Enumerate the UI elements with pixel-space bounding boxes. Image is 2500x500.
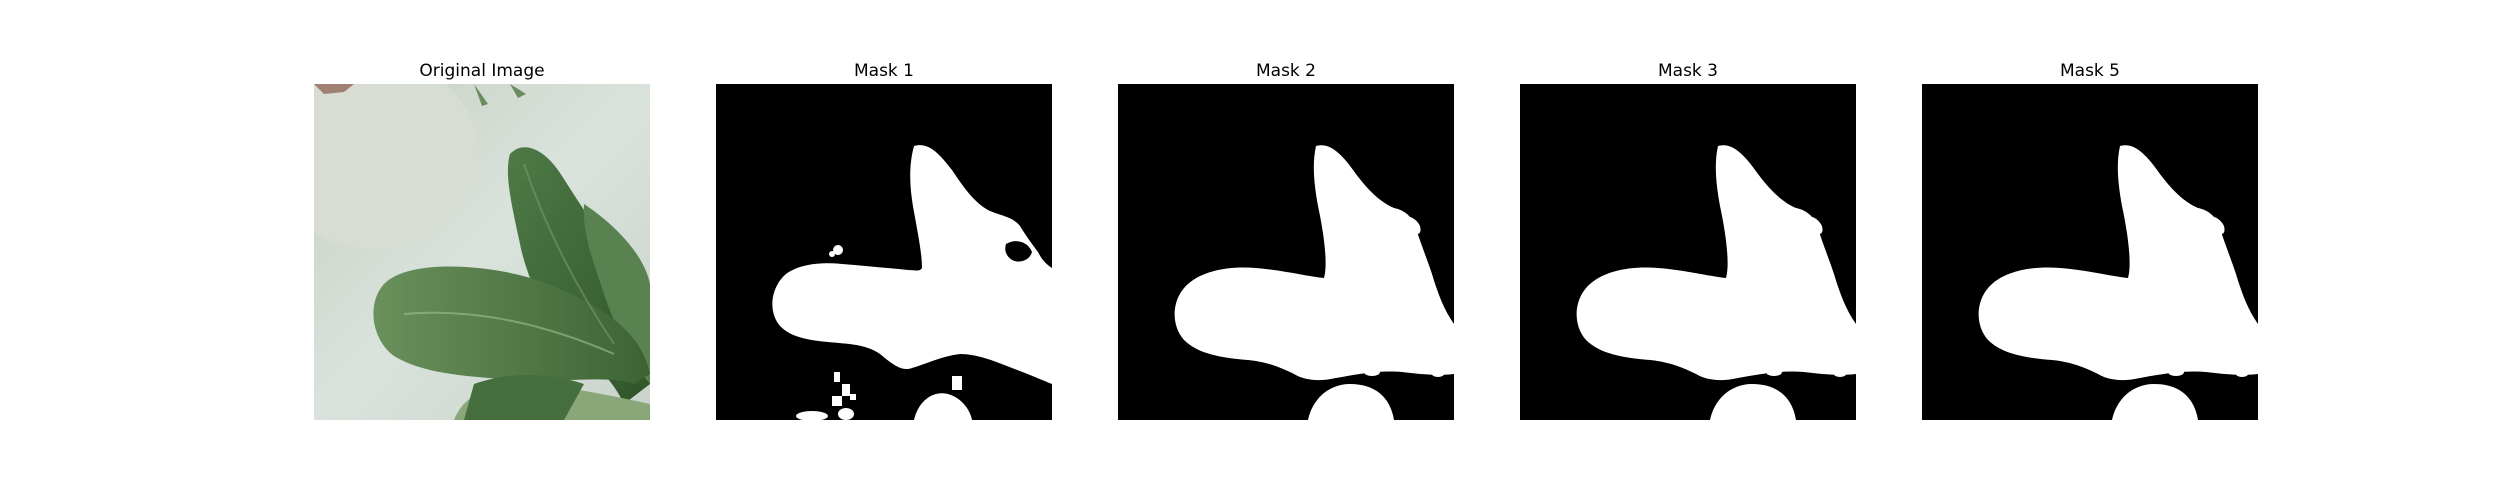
panel-title: Original Image (419, 61, 545, 81)
panel-title: Mask 2 (1255, 61, 1316, 81)
original-photo (314, 84, 650, 420)
mask-3-image (1520, 84, 1856, 420)
panel-title: Mask 3 (1657, 61, 1718, 81)
mask-2-image (1118, 84, 1454, 420)
panel-title: Mask 1 (853, 61, 914, 81)
mask-5-image (1922, 84, 2258, 420)
panel-title: Mask 5 (2059, 61, 2120, 81)
mask-1-image (716, 84, 1052, 420)
